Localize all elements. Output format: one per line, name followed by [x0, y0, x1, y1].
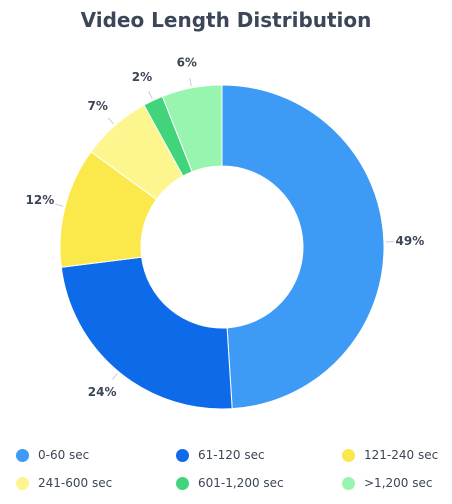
- leader-line-601-1200: [148, 91, 153, 99]
- legend-item-0-60[interactable]: 0-60 sec: [16, 448, 89, 462]
- data-label-0-60: 49%: [396, 234, 425, 248]
- legend-swatch-0-60: [16, 448, 29, 462]
- legend-item-601-1200[interactable]: 601-1,200 sec: [176, 476, 284, 490]
- slice-0-60[interactable]: [221, 84, 385, 410]
- legend-swatch-over-1200: [342, 476, 355, 490]
- legend-swatch-121-240: [342, 448, 355, 462]
- slice-over-1200[interactable]: [161, 84, 223, 173]
- data-label-241-600: 7%: [87, 99, 107, 113]
- leader-line-121-240: [55, 203, 64, 207]
- slice-61-120[interactable]: [60, 256, 233, 410]
- donut-chart: 49% 24% 12% 7% 2% 6%: [26, 55, 425, 410]
- chart-title: Video Length Distribution: [80, 8, 372, 32]
- leader-line-over-1200: [189, 77, 192, 86]
- data-label-61-120: 24%: [88, 385, 117, 399]
- legend-label-241-600: 241-600 sec: [38, 476, 113, 490]
- legend-swatch-601-1200: [176, 476, 189, 490]
- legend-swatch-241-600: [16, 476, 29, 490]
- legend-label-over-1200: >1,200 sec: [364, 476, 433, 490]
- data-label-121-240: 12%: [26, 193, 55, 207]
- legend-label-0-60: 0-60 sec: [38, 448, 90, 462]
- legend-label-61-120: 61-120 sec: [198, 448, 265, 462]
- data-label-601-1200: 2%: [132, 70, 152, 84]
- leader-line-241-600: [107, 117, 114, 125]
- legend-item-over-1200[interactable]: >1,200 sec: [342, 476, 432, 490]
- data-label-over-1200: 6%: [177, 55, 197, 69]
- legend-label-601-1200: 601-1,200 sec: [198, 476, 284, 490]
- legend-label-121-240: 121-240 sec: [364, 448, 439, 462]
- legend-item-121-240[interactable]: 121-240 sec: [342, 448, 438, 462]
- legend-swatch-61-120: [176, 448, 189, 462]
- leader-line-61-120: [111, 373, 118, 380]
- legend-item-61-120[interactable]: 61-120 sec: [176, 448, 265, 462]
- legend: 0-60 sec 61-120 sec 121-240 sec 241-600 …: [0, 440, 452, 500]
- legend-item-241-600[interactable]: 241-600 sec: [16, 476, 112, 490]
